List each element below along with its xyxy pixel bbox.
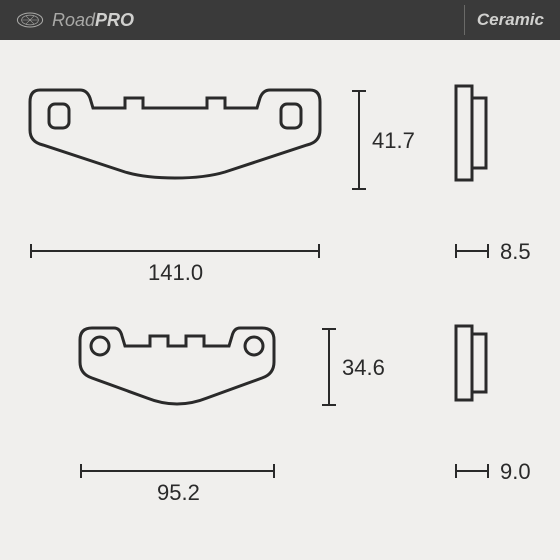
- dim-pad2-height: 34.6: [342, 355, 385, 381]
- dim-tick: [322, 328, 336, 330]
- pad1-front-drawing: [25, 80, 325, 190]
- dim-tick: [352, 90, 366, 92]
- dim-tick: [322, 404, 336, 406]
- dim-pad2-thickness: 9.0: [500, 459, 531, 485]
- dim-tick: [318, 244, 320, 258]
- dim-tick: [487, 464, 489, 478]
- dim-tick: [352, 188, 366, 190]
- header-right: Ceramic: [464, 5, 544, 35]
- dim-tick: [273, 464, 275, 478]
- brand-name: RoadPRO: [52, 10, 134, 31]
- dim-pad1-width: 141.0: [148, 260, 203, 286]
- diagram-content: 41.7 141.0 8.5 34.6 95.2: [0, 40, 560, 100]
- dim-tick: [80, 464, 82, 478]
- brand-logo-icon: [16, 10, 44, 30]
- brand-prefix: Road: [52, 10, 95, 30]
- dim-tick: [455, 244, 457, 258]
- category-label: Ceramic: [477, 10, 544, 30]
- dim-line: [455, 470, 489, 472]
- dim-line: [30, 250, 320, 252]
- dim-tick: [30, 244, 32, 258]
- header-divider: [464, 5, 465, 35]
- dim-line: [455, 250, 489, 252]
- dim-tick: [455, 464, 457, 478]
- header-left: RoadPRO: [16, 10, 134, 31]
- dim-pad1-thickness: 8.5: [500, 239, 531, 265]
- pad1-side-drawing: [450, 80, 495, 190]
- brand-suffix: PRO: [95, 10, 134, 30]
- pad2-front-drawing: [72, 320, 282, 410]
- dim-pad2-width: 95.2: [157, 480, 200, 506]
- dim-line: [358, 90, 360, 190]
- pad2-side-drawing: [450, 320, 495, 410]
- dim-line: [80, 470, 275, 472]
- dim-tick: [487, 244, 489, 258]
- header-bar: RoadPRO Ceramic: [0, 0, 560, 40]
- dim-line: [328, 328, 330, 406]
- dim-pad1-height: 41.7: [372, 128, 415, 154]
- page-container: RoadPRO Ceramic 41.7 141.0: [0, 0, 560, 560]
